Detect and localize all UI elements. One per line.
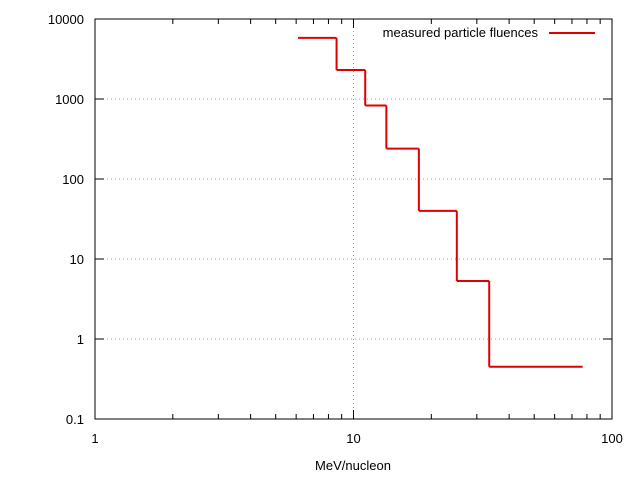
legend-label: measured particle fluences [383,25,539,40]
x-tick-label: 100 [601,431,623,446]
y-tick-label: 10 [70,252,84,267]
y-tick-label: 10000 [48,12,84,27]
y-tick-labels: 0.1 1 10 100 1000 10000 [48,12,84,427]
y-tick-label: 1 [77,332,84,347]
x-tick-label: 1 [91,431,98,446]
series-measured-particle-fluences [298,36,583,368]
y-tick-label: 100 [62,172,84,187]
grid-lines [95,19,612,419]
series-layer [298,36,583,368]
plot-frame [94,18,613,420]
legend: measured particle fluences [383,25,595,40]
y-tick-label: 1000 [55,92,84,107]
x-tick-labels: 1 10 100 [91,431,622,446]
x-tick-label: 10 [346,431,360,446]
y-tick-label: 0.1 [66,412,84,427]
x-axis-label: MeV/nucleon [315,458,391,473]
